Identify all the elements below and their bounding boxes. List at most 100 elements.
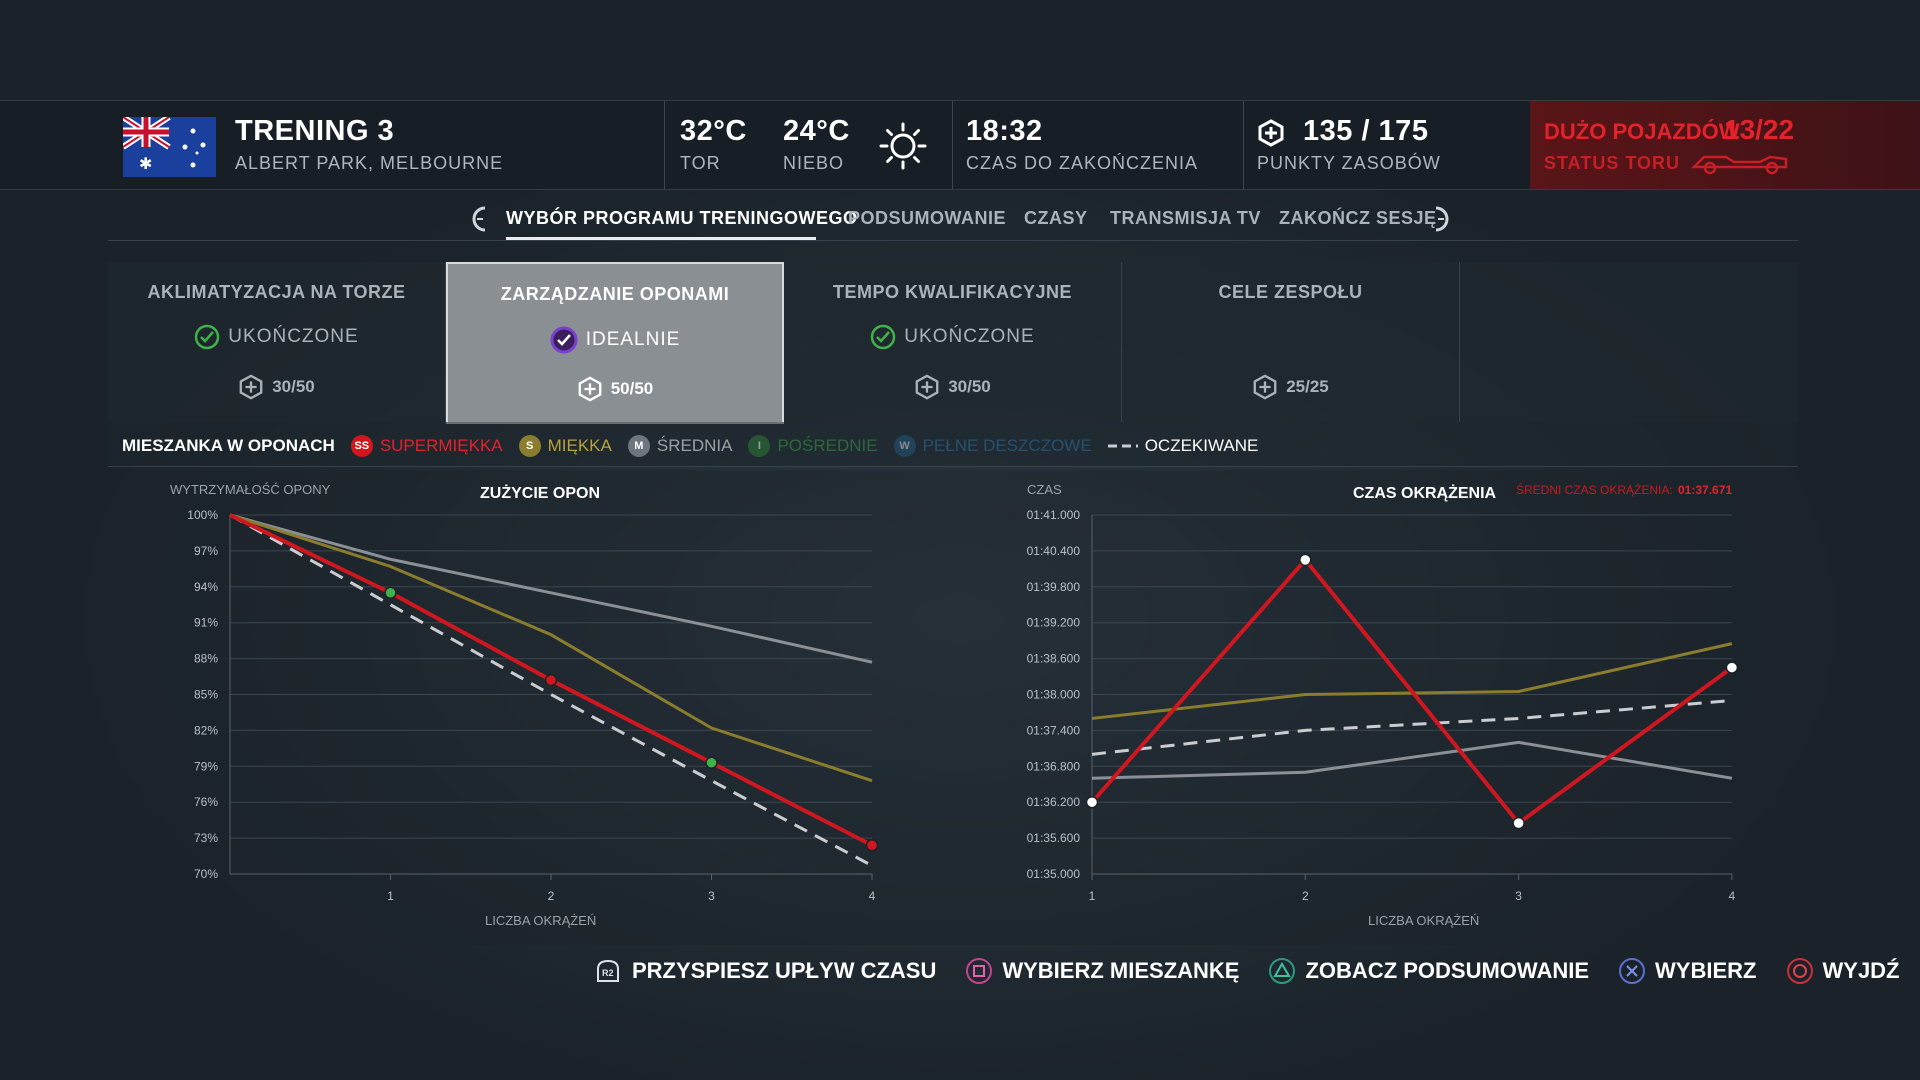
legend-label: POŚREDNIE (777, 436, 878, 455)
y-tick-label: 73% (194, 831, 218, 845)
exit-prompt[interactable]: WYJDŹ (1786, 958, 1900, 984)
y-tick-label: 01:35.600 (1027, 831, 1081, 845)
legend-item-full-wet[interactable]: W PEŁNE DESZCZOWE (893, 435, 1092, 457)
y-tick-label: 100% (187, 508, 218, 522)
y-tick-label: 01:39.200 (1027, 616, 1081, 630)
legend-item-soft[interactable]: S MIĘKKA (518, 435, 612, 457)
y-tick-label: 82% (194, 723, 218, 737)
prompt-label: PRZYSPIESZ UPŁYW CZASU (632, 958, 937, 983)
session-header: ✱ TRENING 3 ALBERT PARK, MELBOURNE 32°C … (0, 100, 1920, 190)
program-card-empty (1460, 262, 1798, 422)
data-point-marker (1725, 661, 1739, 674)
y-tick-label: 91% (194, 616, 218, 630)
legend-item-supersoft[interactable]: SS SUPERMIĘKKA (350, 435, 503, 457)
x-tick-label: 4 (869, 889, 876, 903)
l1-bumper-icon[interactable] (467, 206, 489, 237)
legend-item-medium[interactable]: M ŚREDNIA (627, 435, 733, 457)
supersoft-badge-icon: SS (350, 435, 373, 457)
chart2-annotation-value: 01:37.671 (1678, 483, 1732, 497)
y-tick-label: 01:37.400 (1027, 723, 1081, 737)
medium-badge-icon: M (627, 435, 650, 457)
resource-points-icon (915, 374, 939, 400)
legend-label: MIĘKKA (547, 436, 612, 455)
series-line-średnia (229, 513, 873, 664)
program-points: 30/50 (272, 377, 315, 396)
x-tick-label: 3 (708, 889, 715, 903)
select-compound-prompt[interactable]: WYBIERZ MIESZANKĘ (966, 958, 1239, 984)
x-tick-label: 3 (1515, 889, 1522, 903)
chart2-ylabel: CZAS (1027, 482, 1062, 497)
series-line-miękka (229, 513, 873, 783)
legend-item-intermediate[interactable]: I POŚREDNIE (748, 435, 878, 457)
traffic-count: 13/22 (1724, 114, 1795, 145)
program-card-tyre-management[interactable]: ZARZĄDZANIE OPONAMI IDEALNIE 50/50 (446, 262, 784, 424)
x-tick-label: 1 (387, 889, 394, 903)
chart2-xlabel: LICZBA OKRĄŻEŃ (1368, 913, 1479, 928)
legend-item-expected: OCZEKIWANE (1107, 436, 1258, 456)
tab-tv-broadcast[interactable]: TRANSMISJA TV (1110, 208, 1261, 228)
data-point-marker (1512, 816, 1525, 830)
track-temperature-label: TOR (680, 153, 721, 173)
tab-training-program[interactable]: WYBÓR PROGRAMU TRENINGOWEGO (506, 208, 858, 228)
y-tick-label: 01:40.400 (1027, 544, 1081, 558)
track-status-label: STATUS TORU (1544, 153, 1680, 173)
program-points: 25/25 (1286, 377, 1329, 396)
legend-title: MIESZANKA W OPONACH (122, 436, 335, 455)
australia-flag-icon: ✱ (121, 114, 216, 177)
data-point-marker (705, 756, 718, 769)
series-line-średnia (1091, 740, 1733, 780)
y-tick-label: 01:38.600 (1027, 652, 1081, 666)
program-status: UKOŃCZONE (904, 326, 1035, 347)
track-status-panel: DUŻO POJAZDÓW 13/22 STATUS TORU (1530, 101, 1920, 189)
sun-icon (878, 121, 928, 176)
data-point-marker (1299, 553, 1312, 567)
tab-end-session[interactable]: ZAKOŃCZ SESJĘ (1279, 208, 1437, 228)
series-line-oczekiwane (1091, 698, 1733, 756)
series-line-oczekiwane (229, 513, 873, 867)
program-card-track-acclimatisation[interactable]: AKLIMATYZACJA NA TORZE UKOŃCZONE 30/50 (108, 262, 446, 422)
resource-points-icon (1253, 374, 1277, 400)
check-icon (195, 324, 220, 350)
legend-label: SUPERMIĘKKA (379, 436, 503, 455)
program-card-team-goals[interactable]: CELE ZESPOŁU 25/25 (1122, 262, 1460, 422)
series-line-miękka (1091, 642, 1733, 720)
program-status: IDEALNIE (585, 329, 681, 350)
r2-trigger-icon: R2 (597, 959, 619, 982)
x-tick-label: 2 (548, 889, 555, 903)
data-point-marker (1085, 795, 1099, 809)
resource-points-icon (239, 374, 263, 400)
view-summary-prompt[interactable]: ZOBACZ PODSUMOWANIE (1269, 958, 1589, 984)
active-tab-indicator (506, 237, 816, 240)
time-remaining-label: CZAS DO ZAKOŃCZENIA (966, 153, 1199, 173)
track-name: ALBERT PARK, MELBOURNE (235, 153, 504, 173)
y-tick-label: 85% (194, 688, 218, 702)
r1-bumper-icon[interactable] (1432, 206, 1454, 237)
chart1-ylabel: WYTRZYMAŁOŚĆ OPONY (170, 482, 331, 497)
tabs-divider (108, 240, 1798, 241)
select-prompt[interactable]: WYBIERZ (1619, 958, 1757, 984)
prompt-label: ZOBACZ PODSUMOWANIE (1305, 958, 1590, 983)
square-button-icon (966, 958, 993, 984)
prompt-label: WYJDŹ (1822, 958, 1900, 983)
y-tick-label: 01:41.000 (1027, 508, 1081, 522)
svg-text:R2: R2 (602, 968, 614, 978)
circle-button-icon (1786, 958, 1813, 984)
wet-badge-icon: W (893, 435, 916, 457)
data-point-marker (865, 839, 879, 852)
program-points: 50/50 (610, 379, 654, 398)
legend-label: ŚREDNIA (656, 436, 733, 455)
prompt-label: WYBIERZ (1655, 958, 1757, 983)
tab-summary[interactable]: PODSUMOWANIE (848, 208, 1007, 228)
y-tick-label: 97% (194, 544, 218, 558)
track-temperature: 32°C (680, 115, 747, 147)
tab-times[interactable]: CZASY (1024, 208, 1088, 228)
program-title: ZARZĄDZANIE OPONAMI (500, 284, 730, 304)
y-tick-label: 76% (194, 795, 218, 809)
program-card-qualifying-pace[interactable]: TEMPO KWALIFIKACYJNE UKOŃCZONE 30/50 (784, 262, 1122, 422)
fast-forward-time-prompt[interactable]: R2 PRZYSPIESZ UPŁYW CZASU (594, 958, 936, 984)
tyre-wear-chart: 100% 97% 94% 91% 88% 85% 82% 79% 76% 73% 70% 1 2 3 4 (187, 508, 879, 903)
y-tick-label: 79% (194, 759, 218, 773)
y-tick-label: 01:39.800 (1027, 580, 1081, 594)
program-points: 30/50 (948, 377, 991, 396)
soft-badge-icon: S (518, 435, 541, 457)
